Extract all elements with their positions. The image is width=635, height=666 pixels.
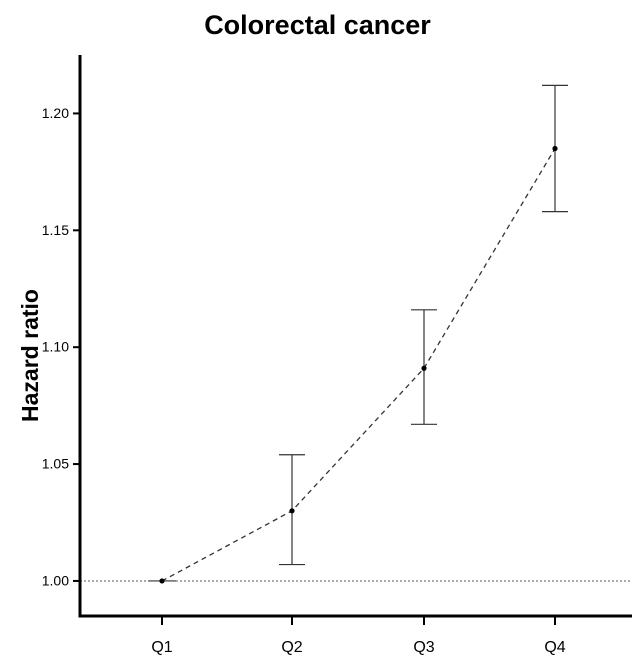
y-tick-label: 1.05 xyxy=(42,456,69,472)
data-point xyxy=(552,145,558,152)
chart-title: Colorectal cancer xyxy=(204,10,431,40)
x-tick-label: Q2 xyxy=(281,639,302,656)
data-point xyxy=(159,578,165,584)
x-tick-label: Q1 xyxy=(151,639,172,656)
y-tick-label: 1.00 xyxy=(42,572,69,588)
y-axis-label: Hazard ratio xyxy=(17,289,43,422)
data-point xyxy=(421,365,427,371)
x-tick-label: Q3 xyxy=(413,639,434,656)
y-tick-label: 1.15 xyxy=(42,222,69,238)
y-tick-label: 1.10 xyxy=(42,339,69,355)
x-ticks: Q1 Q2 Q3 Q4 xyxy=(151,616,566,656)
series-line xyxy=(161,148,556,582)
series-layer xyxy=(148,84,568,584)
y-tick-label: 1.20 xyxy=(42,105,69,121)
x-tick-label: Q4 xyxy=(544,639,565,656)
data-point xyxy=(289,508,295,514)
y-ticks: 1.00 1.05 1.10 1.15 1.20 xyxy=(42,105,80,588)
axes-layer xyxy=(78,55,632,618)
